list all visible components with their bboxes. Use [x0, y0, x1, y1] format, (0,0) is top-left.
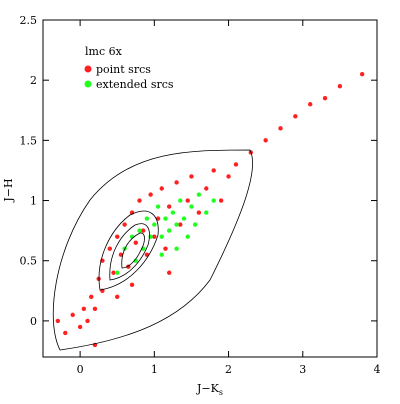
y-tick-label: 0.5 — [20, 255, 38, 268]
point — [185, 198, 190, 203]
point — [192, 222, 198, 227]
point — [211, 168, 216, 173]
legend-marker — [84, 65, 92, 73]
point — [337, 83, 343, 89]
point — [163, 216, 168, 221]
point — [107, 246, 113, 251]
contour — [98, 210, 159, 291]
plot-frame — [42, 19, 378, 358]
x-tick-label: 3 — [299, 363, 306, 376]
point — [129, 282, 135, 287]
point — [141, 228, 146, 233]
y-tick-label: 2 — [30, 74, 37, 87]
point — [152, 222, 157, 227]
point — [81, 306, 87, 312]
point — [122, 222, 127, 227]
point — [178, 222, 183, 227]
point — [226, 174, 231, 179]
point — [144, 216, 150, 221]
y-tick-label: 1 — [30, 195, 37, 208]
point — [293, 114, 298, 119]
point — [55, 318, 61, 324]
point — [308, 102, 313, 107]
y-tick-label: 2.5 — [20, 14, 38, 27]
point — [359, 71, 365, 77]
point — [115, 234, 120, 239]
point — [278, 126, 283, 131]
point — [92, 306, 98, 312]
contour — [52, 149, 253, 351]
point — [148, 192, 153, 197]
point — [196, 192, 202, 197]
point — [233, 162, 239, 167]
point — [115, 270, 120, 275]
point — [137, 198, 142, 203]
point — [185, 234, 190, 239]
point — [263, 138, 268, 143]
x-tick-label: 2 — [225, 363, 232, 376]
point — [174, 246, 179, 251]
point — [115, 294, 120, 300]
x-label-subscript: s — [219, 388, 223, 397]
y-tick-label: 0 — [30, 315, 37, 328]
annotation: lmc 6x — [85, 45, 123, 58]
y-axis-label: J−H — [2, 178, 15, 202]
point — [166, 228, 172, 233]
point — [70, 312, 75, 318]
point — [63, 330, 68, 336]
point — [152, 234, 157, 239]
point — [89, 294, 94, 300]
legend-label: point srcs — [96, 63, 151, 76]
point — [189, 174, 194, 179]
point — [174, 180, 179, 185]
x-tick-label: 0 — [77, 363, 84, 376]
contour — [121, 232, 145, 269]
point — [178, 198, 183, 203]
point — [170, 210, 176, 215]
x-label-main: J−K — [196, 382, 220, 395]
point — [166, 270, 172, 275]
point — [159, 186, 164, 191]
point — [111, 270, 116, 275]
point — [163, 246, 168, 251]
x-tick-label: 1 — [151, 363, 158, 376]
point — [322, 96, 328, 101]
point — [133, 258, 138, 263]
point — [137, 228, 142, 233]
point — [159, 234, 164, 239]
legend-label: extended srcs — [96, 78, 174, 91]
x-axis-label: J−Ks — [196, 382, 223, 397]
point — [133, 240, 138, 245]
points — [55, 71, 365, 348]
y-tick-label: 1.5 — [20, 134, 38, 147]
point — [204, 186, 209, 191]
point — [85, 318, 90, 324]
point — [211, 198, 216, 203]
contour — [109, 223, 150, 281]
point — [118, 252, 124, 257]
point — [181, 216, 187, 221]
point — [218, 198, 224, 203]
point — [174, 222, 179, 227]
point — [204, 210, 209, 215]
legend-marker — [84, 80, 92, 88]
point — [189, 204, 194, 209]
x-tick-label: 4 — [374, 363, 381, 376]
point — [159, 252, 164, 257]
point — [77, 324, 83, 330]
point — [166, 204, 172, 209]
point — [196, 210, 202, 215]
point — [155, 204, 161, 209]
